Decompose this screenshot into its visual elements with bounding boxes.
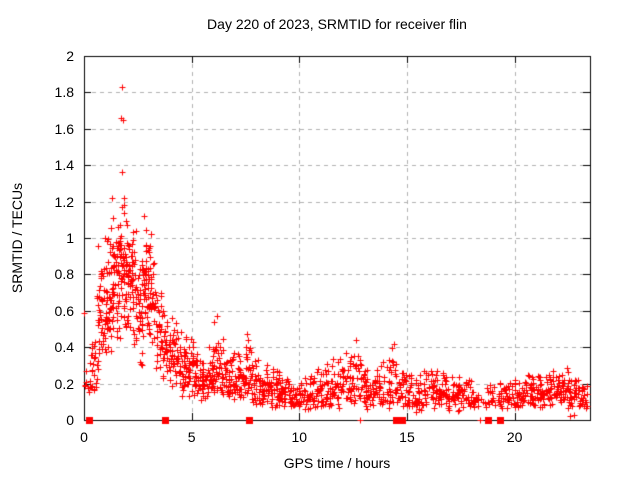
y-tick-label: 0.6 (54, 302, 74, 319)
x-tick-label: 15 (399, 429, 415, 445)
y-tick-label: 0 (66, 412, 74, 428)
y-tick-label: 0.2 (54, 375, 74, 392)
y-tick-label: 2 (66, 48, 74, 64)
y-tick-label: 1.6 (54, 120, 74, 137)
y-tick-label: 1.2 (54, 193, 74, 210)
x-axis-label: GPS time / hours (283, 455, 391, 471)
chart-title: Day 220 of 2023, SRMTID for receiver fli… (207, 16, 467, 32)
x-tick-label: 5 (187, 429, 196, 445)
y-tick-label: 0.8 (54, 266, 74, 283)
y-tick-label: 1.8 (54, 84, 74, 101)
x-tick-label: 0 (80, 429, 88, 445)
x-tick-label: 10 (291, 429, 308, 445)
y-tick-label: 1.4 (54, 157, 74, 174)
y-tick-label: 0.4 (54, 339, 74, 356)
y-tick-label: 1 (66, 230, 74, 246)
x-tick-label: 20 (506, 429, 523, 445)
